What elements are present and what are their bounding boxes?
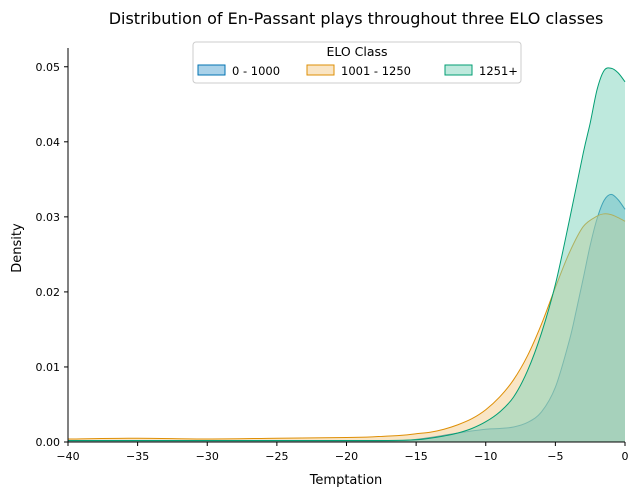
- x-tick-label: −25: [265, 450, 288, 463]
- legend-item-1001-1250: 1001 - 1250: [306, 64, 411, 78]
- x-tick-label: −30: [196, 450, 219, 463]
- x-tick-label: −20: [335, 450, 358, 463]
- x-tick-label: −40: [56, 450, 79, 463]
- y-tick-label: 0.03: [36, 211, 61, 224]
- y-tick-label: 0.00: [36, 436, 61, 449]
- legend-items: 0 - 1000 1001 - 1250 1251+: [197, 64, 518, 78]
- x-tick-label: 0: [622, 450, 629, 463]
- legend: ELO Class 0 - 1000 1001 - 1250 1251+: [192, 41, 522, 84]
- legend-label: 0 - 1000: [232, 64, 280, 78]
- y-tick-label: 0.02: [36, 286, 61, 299]
- legend-title: ELO Class: [326, 44, 387, 59]
- area-1251: [68, 67, 625, 442]
- y-axis-label: Density: [10, 223, 25, 273]
- line-1251: [68, 67, 626, 442]
- density-areas: [67, 67, 626, 442]
- y-tick-label: 0.05: [36, 61, 61, 74]
- legend-label: 1251+: [479, 64, 518, 78]
- legend-item-0-1000: 0 - 1000: [197, 64, 280, 78]
- x-tick-label: −10: [474, 450, 497, 463]
- x-axis-label: Temptation: [309, 473, 383, 488]
- legend-swatch: [306, 64, 335, 76]
- chart-title: Distribution of En-Passant plays through…: [109, 9, 604, 28]
- legend-label: 1001 - 1250: [341, 64, 411, 78]
- x-tick-label: −5: [547, 450, 563, 463]
- legend-swatch: [444, 64, 473, 76]
- y-tick-label: 0.04: [36, 136, 61, 149]
- legend-item-1251: 1251+: [444, 64, 518, 78]
- x-tick-label: −15: [405, 450, 428, 463]
- y-tick-label: 0.01: [36, 361, 61, 374]
- x-tick-label: −35: [126, 450, 149, 463]
- y-axis-ticks: 0.00 0.01 0.02 0.03 0.04 0.05: [36, 61, 68, 449]
- legend-frame: [192, 41, 522, 84]
- legend-swatch: [197, 64, 226, 76]
- x-axis-ticks: −40 −35 −30 −25 −20 −15 −10 −5 0: [56, 442, 629, 463]
